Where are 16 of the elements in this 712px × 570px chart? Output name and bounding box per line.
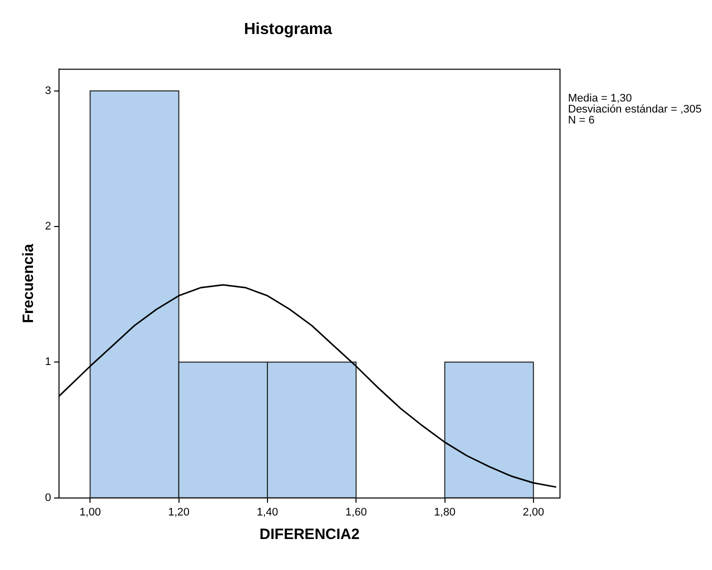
x-tick-label: 1,00 [79, 506, 101, 518]
text: N = 6 [568, 114, 595, 127]
x-tick-label: 2,00 [522, 506, 544, 518]
x-tick-label: 1,80 [434, 506, 456, 518]
y-tick-label: 0 [44, 492, 52, 504]
text: Media = 1,30 [568, 92, 632, 105]
text: Desviación estándar = ,305 [568, 104, 702, 116]
y-tick-label: 3 [44, 84, 52, 97]
y-axis-title: Frecuencia [20, 243, 38, 324]
x-tick-label: 1,40 [256, 506, 278, 518]
y-tick-label: 2 [44, 220, 52, 233]
y-tick-label: 1 [44, 356, 52, 368]
x-axis-title: DIFERENCIA2 [260, 526, 360, 544]
chart-title: Histograma [244, 21, 332, 38]
x-tick-label: 1,60 [345, 506, 367, 518]
x-tick-label: 1,20 [168, 506, 190, 518]
